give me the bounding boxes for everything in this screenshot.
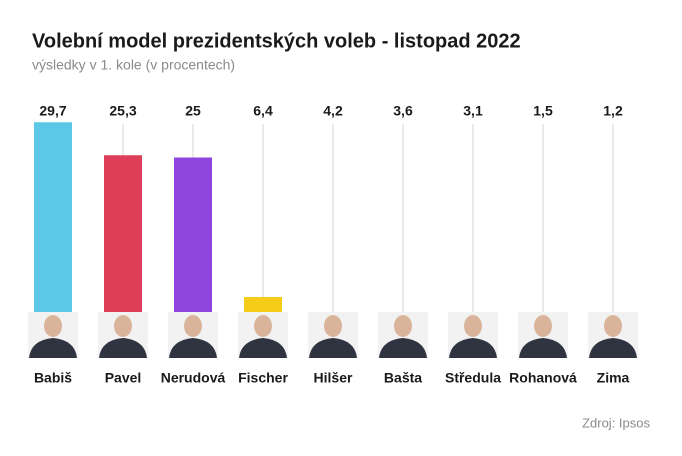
value-label: 1,2 bbox=[603, 103, 623, 119]
chart-title: Volební model prezidentských voleb - lis… bbox=[32, 30, 521, 52]
portrait bbox=[239, 338, 287, 358]
portrait bbox=[29, 338, 77, 358]
value-label: 3,1 bbox=[463, 103, 483, 119]
value-label: 4,2 bbox=[323, 103, 343, 119]
x-tick-label: Hilšer bbox=[314, 370, 353, 386]
value-label: 29,7 bbox=[39, 103, 66, 119]
x-tick-label: Fischer bbox=[238, 370, 288, 386]
source: Zdroj: Ipsos bbox=[582, 415, 650, 430]
portrait-head bbox=[324, 315, 342, 337]
x-tick-label: Bašta bbox=[384, 370, 422, 386]
portrait-head bbox=[394, 315, 412, 337]
value-label: 25,3 bbox=[109, 103, 136, 119]
portrait-head bbox=[184, 315, 202, 337]
portrait-head bbox=[114, 315, 132, 337]
x-tick-label: Nerudová bbox=[161, 370, 226, 386]
portrait bbox=[589, 338, 637, 358]
x-tick-label: Rohanová bbox=[509, 370, 577, 386]
value-label: 1,5 bbox=[533, 103, 553, 119]
portrait bbox=[169, 338, 217, 358]
chart-subtitle: výsledky v 1. kole (v procentech) bbox=[32, 57, 235, 73]
x-tick-label: Babiš bbox=[34, 370, 72, 386]
value-label: 25 bbox=[185, 103, 201, 119]
portrait-head bbox=[604, 315, 622, 337]
x-tick-label: Pavel bbox=[105, 370, 142, 386]
x-tick-label: Zima bbox=[597, 370, 630, 386]
portrait-head bbox=[44, 315, 62, 337]
portrait-head bbox=[464, 315, 482, 337]
portrait bbox=[309, 338, 357, 358]
value-label: 6,4 bbox=[253, 103, 273, 119]
portrait bbox=[449, 338, 497, 358]
portrait bbox=[379, 338, 427, 358]
x-tick-label: Středula bbox=[445, 370, 501, 386]
portrait-head bbox=[534, 315, 552, 337]
portrait-head bbox=[254, 315, 272, 337]
portrait bbox=[99, 338, 147, 358]
portrait bbox=[519, 338, 567, 358]
bar bbox=[34, 122, 72, 345]
value-label: 3,6 bbox=[393, 103, 413, 119]
